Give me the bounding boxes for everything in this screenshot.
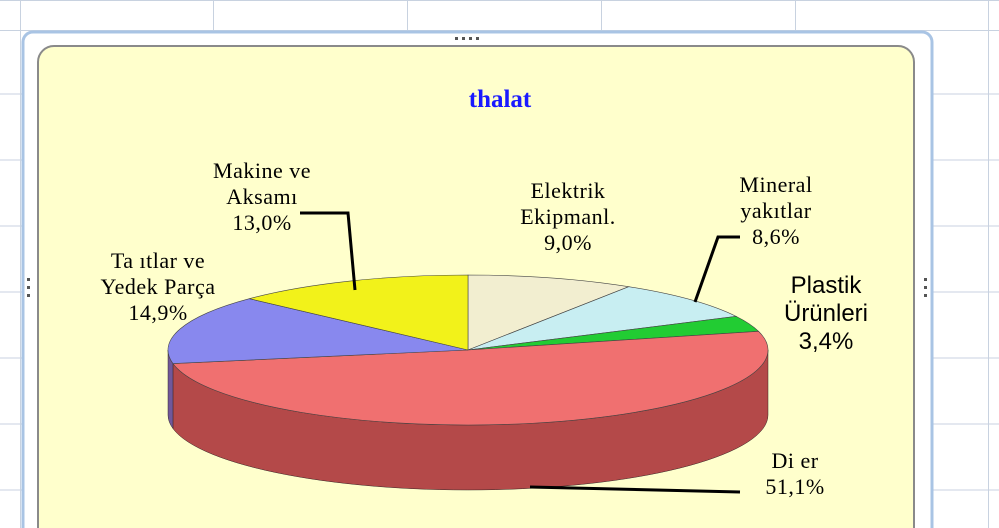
data-label: Mineral yakıtlar 8,6% <box>716 172 836 250</box>
value-label: 13,0% <box>232 210 292 235</box>
category-label: Plastik Ürünleri <box>783 272 869 327</box>
slice <box>249 274 469 351</box>
value-label: 8,6% <box>752 224 800 249</box>
slice-side-shade <box>168 350 173 429</box>
data-label: Di er 51,1% <box>730 448 860 500</box>
value-label: 14,9% <box>128 300 188 325</box>
slice <box>167 298 469 364</box>
leader-lines <box>300 211 741 494</box>
value-label: 51,1% <box>765 474 825 499</box>
slice <box>467 286 738 351</box>
chart-title: thalat <box>468 86 532 113</box>
data-label: Plastik Ürünleri 3,4% <box>761 272 891 356</box>
value-label: 9,0% <box>544 230 592 255</box>
data-label: Makine ve Aksamı 13,0% <box>192 158 332 236</box>
pie <box>167 274 769 491</box>
slice-side-shade <box>172 350 769 490</box>
slice <box>172 331 769 426</box>
category-label: Di er <box>771 448 819 473</box>
slice <box>467 274 630 351</box>
data-label: Elektrik Ekipmanl. 9,0% <box>493 178 643 256</box>
data-label: Ta ıtlar ve Yedek Parça 14,9% <box>93 248 223 326</box>
resize-handles <box>27 37 927 297</box>
category-label: Elektrik Ekipmanl. <box>520 178 616 229</box>
category-label: Makine ve Aksamı <box>213 158 311 209</box>
category-label: Mineral yakıtlar <box>739 172 813 223</box>
value-label: 3,4% <box>798 328 854 355</box>
category-label: Ta ıtlar ve Yedek Parça <box>100 248 216 299</box>
